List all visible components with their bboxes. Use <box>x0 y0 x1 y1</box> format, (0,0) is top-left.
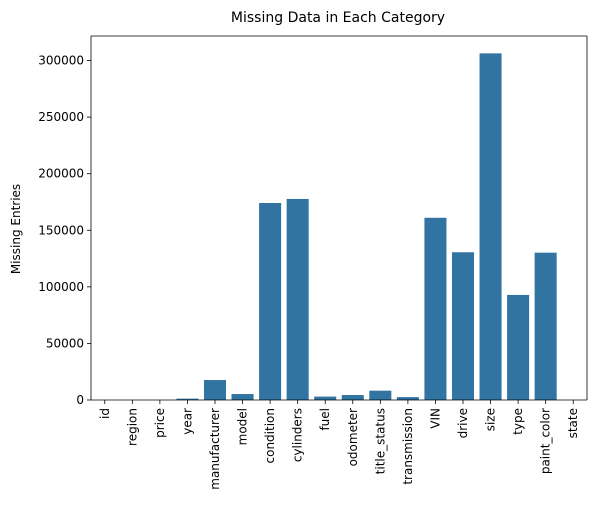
y-tick-label: 200000 <box>38 167 84 181</box>
bar-year <box>176 398 199 400</box>
x-tick-label-type: type <box>511 408 525 435</box>
y-tick-label: 300000 <box>38 54 84 68</box>
x-tick-label-cylinders: cylinders <box>291 408 305 462</box>
x-tick-label-id: id <box>98 408 112 419</box>
bar-drive <box>451 252 475 400</box>
bar-size <box>479 53 502 401</box>
bar-title-status <box>369 390 392 400</box>
x-tick-label-price: price <box>153 408 167 438</box>
plot-area: 0 50000 100000 150000 200000 250000 300000 id re… <box>38 35 588 490</box>
x-tick-label-fuel: fuel <box>318 408 332 431</box>
bar-cylinders <box>286 198 309 400</box>
x-tick-label-model: model <box>236 408 250 445</box>
bar-odometer <box>341 395 364 400</box>
y-tick-label: 250000 <box>38 110 84 124</box>
x-tick-label-transmission: transmission <box>401 408 415 485</box>
y-tick-label: 100000 <box>38 280 84 294</box>
x-tick-label-odometer: odometer <box>346 408 360 466</box>
y-axis-title: Missing Entries <box>9 184 23 274</box>
x-tick-label-title-status: title_status <box>373 408 387 474</box>
bar-type <box>507 294 530 400</box>
y-tick-label: 150000 <box>38 223 84 237</box>
bar-paint-color <box>534 252 557 400</box>
x-tick-label-state: state <box>566 408 580 438</box>
x-tick-label-paint-color: paint_color <box>539 408 553 474</box>
bar-vin <box>424 217 447 400</box>
x-tick-label-vin: VIN <box>428 408 442 429</box>
y-tick-label: 0 <box>76 393 84 407</box>
x-tick-label-year: year <box>180 408 194 435</box>
chart-title: Missing Data in Each Category <box>231 10 445 26</box>
bar-transmission <box>396 397 419 400</box>
bar-condition <box>259 203 282 400</box>
y-tick-label: 50000 <box>46 336 84 350</box>
bar-manufacturer <box>203 380 227 400</box>
x-tick-label-size: size <box>484 408 498 431</box>
bar-fuel <box>314 396 337 400</box>
x-tick-label-region: region <box>125 408 139 446</box>
x-tick-label-drive: drive <box>456 408 470 438</box>
bar-model <box>231 394 254 400</box>
x-tick-label-condition: condition <box>263 408 277 463</box>
x-tick-label-manufacturer: manufacturer <box>208 408 222 490</box>
